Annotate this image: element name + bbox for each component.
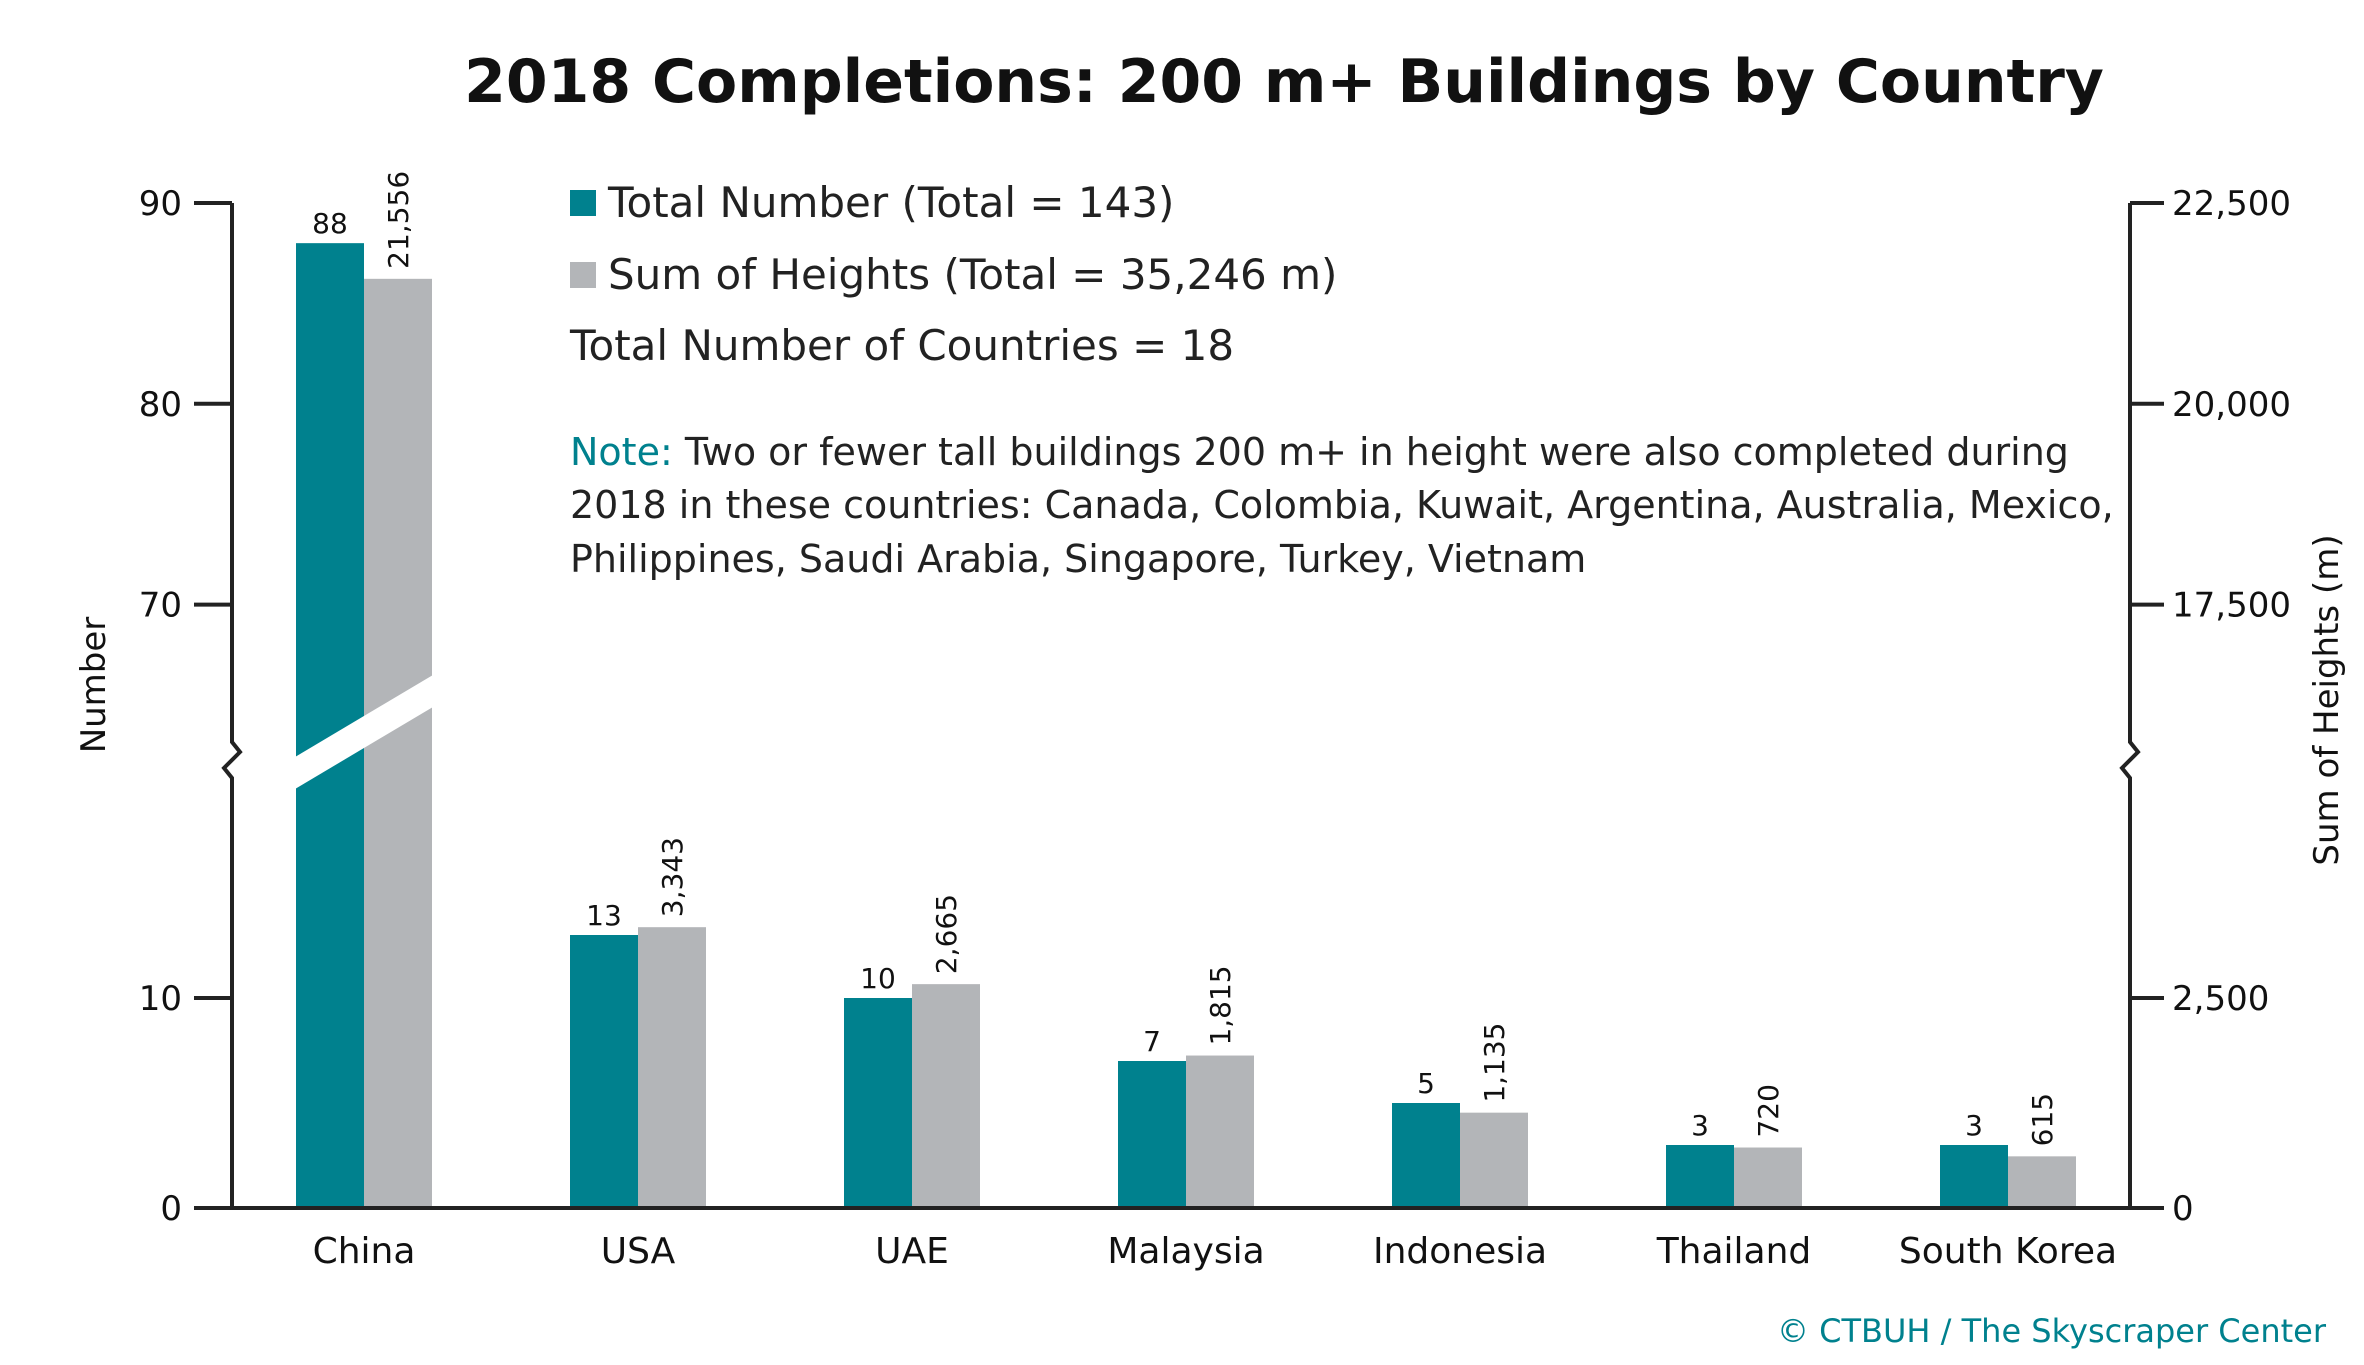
note-label: Note: xyxy=(570,430,673,474)
countries-annotation: Total Number of Countries = 18 xyxy=(569,321,1234,370)
y-left-tick-label: 0 xyxy=(160,1189,182,1229)
y-left-tick-label: 70 xyxy=(139,586,182,626)
y-axis-left-line xyxy=(221,203,243,1208)
data-label-heights: 2,665 xyxy=(930,894,963,974)
x-tick-label: Indonesia xyxy=(1373,1231,1547,1272)
x-tick-label: Malaysia xyxy=(1107,1231,1264,1272)
y-axis-left-label: Number xyxy=(74,617,114,754)
bar-heights-thailand xyxy=(1734,1147,1802,1208)
x-tick-label: China xyxy=(313,1231,416,1272)
bar-heights-south-korea xyxy=(2008,1156,2076,1208)
data-label-number: 88 xyxy=(312,207,348,240)
legend-swatch-number xyxy=(570,190,596,216)
bar-number-indonesia xyxy=(1392,1103,1460,1208)
note-line-1: Note: Two or fewer tall buildings 200 m+… xyxy=(570,430,2069,474)
note-line-2: 2018 in these countries: Canada, Colombi… xyxy=(570,483,2114,527)
note-text-1: Two or fewer tall buildings 200 m+ in he… xyxy=(673,430,2069,474)
data-label-number: 7 xyxy=(1143,1025,1161,1058)
x-tick-label: South Korea xyxy=(1899,1231,2117,1272)
data-label-heights: 720 xyxy=(1752,1084,1785,1137)
legend-label-heights: Sum of Heights (Total = 35,246 m) xyxy=(608,250,1337,299)
note-annotation: Note: Two or fewer tall buildings 200 m+… xyxy=(570,430,2114,581)
data-label-number: 3 xyxy=(1965,1109,1983,1142)
bar-heights-uae xyxy=(912,984,980,1208)
y-left-tick-label: 90 xyxy=(139,184,182,224)
note-line-3: Philippines, Saudi Arabia, Singapore, Tu… xyxy=(570,537,1586,581)
bar-number-usa xyxy=(570,935,638,1208)
y-axis-right-line xyxy=(2119,203,2141,1208)
data-label-heights: 615 xyxy=(2026,1093,2059,1146)
data-label-heights: 1,135 xyxy=(1478,1022,1511,1102)
bar-labels-group: 88 21,556 13 3,343 10 2,665 7 1,815 5 1,135 3 720 3 6… xyxy=(312,171,2059,1147)
y-right-tick-label: 2,500 xyxy=(2172,979,2269,1019)
bars-group xyxy=(290,243,2076,1208)
data-label-number: 5 xyxy=(1417,1067,1435,1100)
y-left-tick-label: 80 xyxy=(139,385,182,425)
data-label-number: 3 xyxy=(1691,1109,1709,1142)
bar-number-south-korea xyxy=(1940,1145,2008,1208)
bar-number-uae xyxy=(844,998,912,1208)
bar-heights-usa xyxy=(638,927,706,1208)
bar-heights-malaysia xyxy=(1186,1055,1254,1208)
data-label-number: 13 xyxy=(586,899,622,932)
x-tick-label: USA xyxy=(601,1231,676,1272)
data-label-heights: 3,343 xyxy=(656,837,689,917)
x-tick-label: Thailand xyxy=(1656,1231,1812,1272)
y-right-tick-label: 20,000 xyxy=(2172,385,2291,425)
data-label-heights: 1,815 xyxy=(1204,965,1237,1045)
legend: Total Number (Total = 143) Sum of Height… xyxy=(570,178,1337,299)
y-axis-right-label: Sum of Heights (m) xyxy=(2307,534,2347,865)
source-credit: © CTBUH / The Skyscraper Center xyxy=(1777,1312,2327,1350)
chart-title: 2018 Completions: 200 m+ Buildings by Co… xyxy=(464,47,2104,117)
y-right-tick-label: 22,500 xyxy=(2172,184,2291,224)
y-right-tick-label: 17,500 xyxy=(2172,586,2291,626)
x-tick-label: UAE xyxy=(875,1231,949,1272)
bar-number-thailand xyxy=(1666,1145,1734,1208)
bar-heights-china xyxy=(364,278,432,1208)
y-left-tick-label: 10 xyxy=(139,979,182,1019)
bar-heights-indonesia xyxy=(1460,1112,1528,1208)
axis-break-gap xyxy=(290,672,438,792)
data-label-number: 10 xyxy=(860,962,896,995)
bar-number-malaysia xyxy=(1118,1061,1186,1208)
y-right-tick-label: 0 xyxy=(2172,1189,2194,1229)
legend-swatch-heights xyxy=(570,262,596,288)
data-label-heights: 21,556 xyxy=(382,171,415,269)
axes-group: China USA UAE Malaysia Indonesia Thailand Sout… xyxy=(139,184,2291,1272)
legend-label-number: Total Number (Total = 143) xyxy=(607,178,1174,227)
